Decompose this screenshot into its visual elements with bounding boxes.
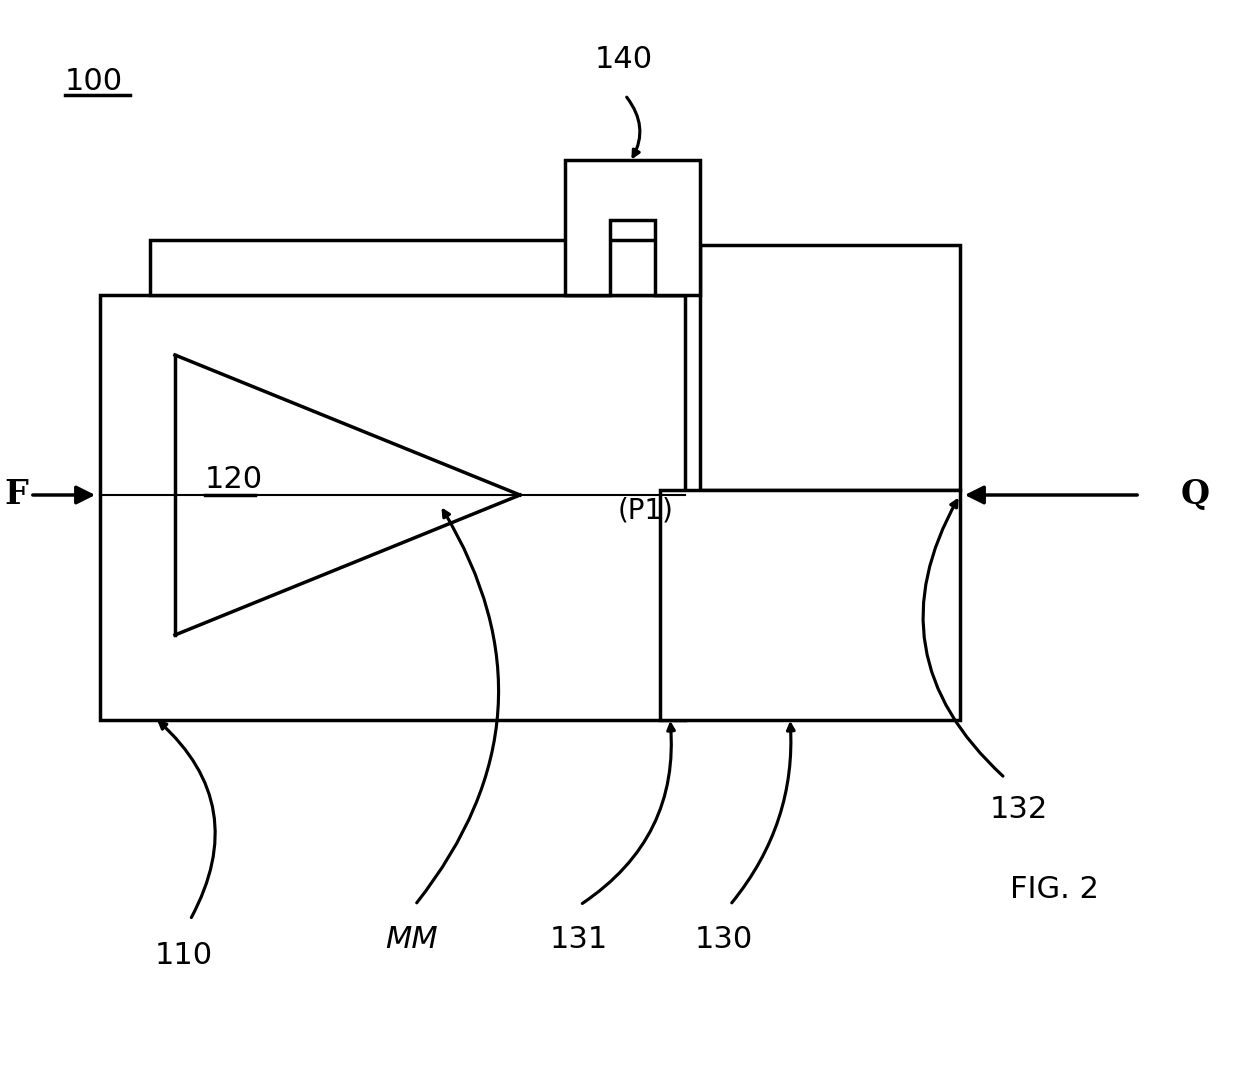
Bar (150, 240, 684, 295)
Text: Q: Q (1180, 479, 1209, 511)
Text: 120: 120 (205, 465, 263, 494)
Text: 130: 130 (694, 926, 753, 955)
Bar (660, 490, 960, 720)
Text: 132: 132 (990, 796, 1048, 825)
Text: MM: MM (384, 926, 438, 955)
Polygon shape (565, 160, 701, 295)
Text: 131: 131 (551, 926, 609, 955)
Text: (P1): (P1) (618, 496, 673, 524)
Bar (701, 245, 960, 490)
Bar (100, 295, 684, 720)
Text: 100: 100 (64, 68, 123, 97)
Text: 140: 140 (595, 45, 653, 74)
Text: 110: 110 (155, 941, 213, 970)
Text: FIG. 2: FIG. 2 (1011, 875, 1099, 904)
Text: F: F (4, 479, 29, 511)
